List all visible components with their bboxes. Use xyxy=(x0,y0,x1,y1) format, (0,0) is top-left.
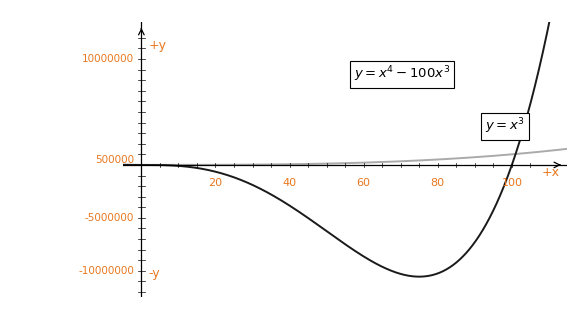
Text: 20: 20 xyxy=(208,178,222,187)
Text: +y: +y xyxy=(149,39,167,52)
Text: 500000: 500000 xyxy=(95,155,134,165)
Text: 60: 60 xyxy=(357,178,371,187)
Text: $y = x^3$: $y = x^3$ xyxy=(485,117,525,136)
Text: -5000000: -5000000 xyxy=(85,213,134,223)
Text: 100: 100 xyxy=(501,178,522,187)
Text: -10000000: -10000000 xyxy=(78,266,134,276)
Text: 10000000: 10000000 xyxy=(82,54,134,64)
Text: -y: -y xyxy=(149,267,160,280)
Text: +x: +x xyxy=(542,166,560,179)
Text: 40: 40 xyxy=(283,178,297,187)
Text: 80: 80 xyxy=(431,178,445,187)
Text: $y = x^4 - 100x^3$: $y = x^4 - 100x^3$ xyxy=(354,64,450,84)
